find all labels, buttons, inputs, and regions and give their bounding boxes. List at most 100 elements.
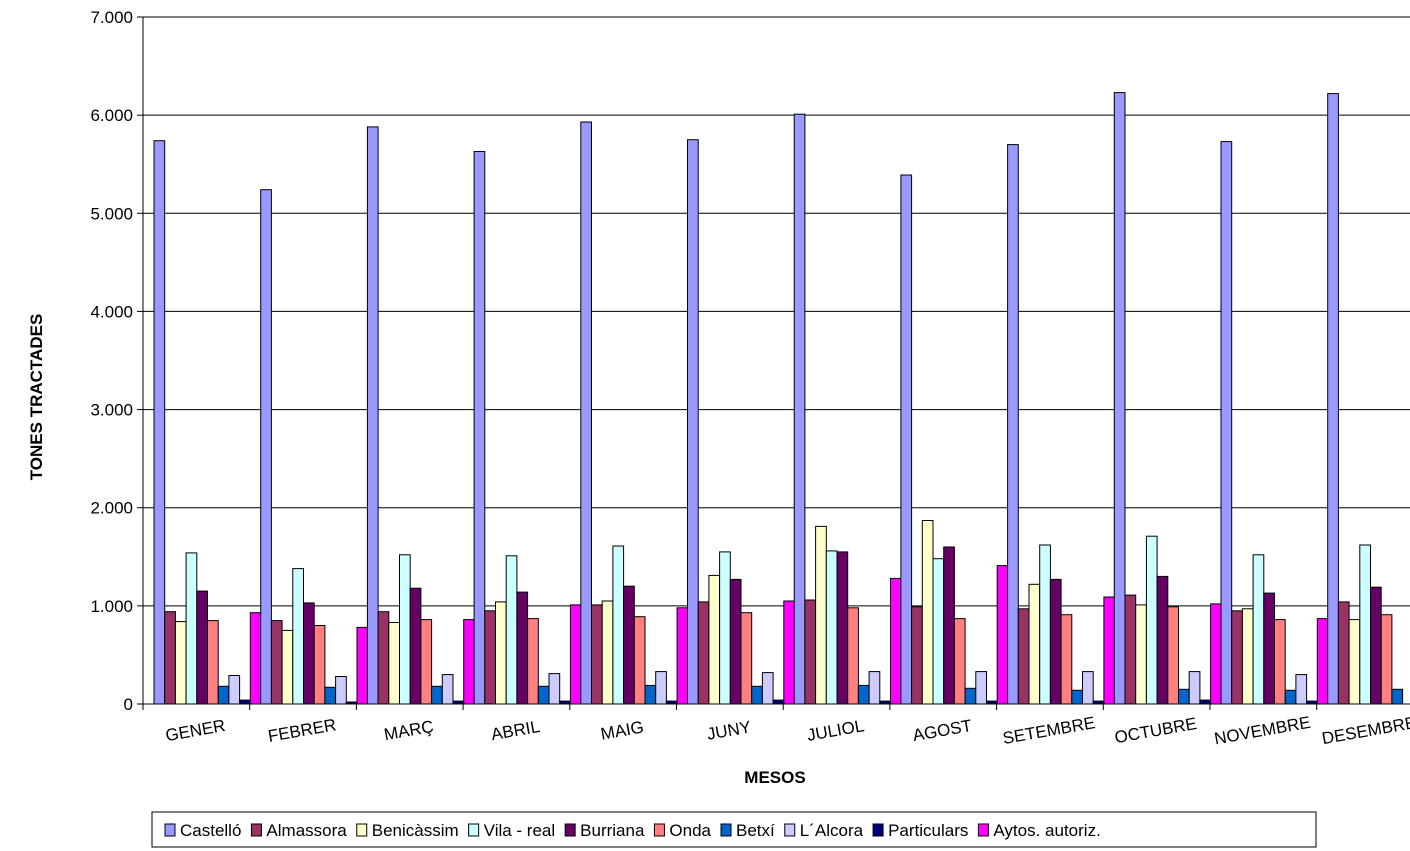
x-tick-label: JUNY [705, 717, 752, 743]
x-tick-label: MARÇ [382, 717, 435, 744]
bar-maig-9 [676, 607, 689, 705]
y-axis-title: TONES TRACTADES [27, 314, 46, 481]
legend-swatch [872, 823, 884, 837]
bar-febrer-2 [281, 629, 294, 705]
bar-abril-3 [505, 555, 518, 705]
bar-octubre-2 [1135, 604, 1147, 705]
bar-març-4 [409, 587, 422, 705]
bar-març-2 [388, 622, 400, 705]
legend-label: Vila - real [484, 821, 556, 840]
bar-novembre-6 [1284, 689, 1297, 705]
bar-setembre-0 [1007, 144, 1019, 705]
x-tick-label: AGOST [911, 716, 973, 745]
bar-octubre-1 [1124, 594, 1137, 705]
bar-novembre-9 [1316, 618, 1329, 705]
bar-març-7 [441, 674, 454, 705]
bar-agost-2 [921, 520, 934, 705]
bar-octubre-5 [1167, 606, 1180, 705]
bar-setembre-4 [1049, 578, 1062, 705]
bar-novembre-4 [1263, 592, 1276, 705]
bar-gener-4 [196, 590, 209, 705]
bar-gener-1 [164, 611, 176, 705]
bar-juliol-2 [815, 525, 827, 705]
bar-juny-1 [697, 601, 710, 705]
bar-juny-4 [729, 578, 742, 705]
bar-desembre-5 [1380, 614, 1393, 705]
bar-abril-2 [495, 601, 507, 705]
bar-març-5 [420, 619, 433, 705]
bar-gener-9 [249, 612, 262, 705]
legend-items: Castelló Almassora Benicàssim Vila - real Bu… [164, 821, 1101, 840]
bar-juliol-5 [847, 607, 859, 705]
x-tick-label: GENER [164, 716, 227, 745]
bar-març-1 [377, 611, 390, 705]
bar-maig-7 [655, 671, 667, 705]
bar-agost-6 [964, 687, 977, 705]
bar-abril-5 [527, 618, 539, 705]
legend-label: Benicàssim [372, 821, 459, 840]
bar-novembre-5 [1274, 619, 1286, 705]
gridlines [143, 16, 1410, 607]
bar-gener-3 [185, 552, 198, 705]
bar-febrer-7 [335, 676, 347, 705]
y-tick-label: 6.000 [90, 106, 133, 125]
bar-novembre-0 [1220, 141, 1233, 705]
x-tick-label: SETEMBRE [1001, 713, 1096, 748]
bar-novembre-3 [1252, 554, 1265, 705]
bar-setembre-5 [1060, 614, 1073, 705]
legend-swatch [784, 823, 796, 837]
legend-label: Onda [669, 821, 711, 840]
bar-setembre-2 [1028, 583, 1041, 705]
legend-swatch [653, 823, 665, 837]
y-tick-label: 3.000 [90, 401, 133, 420]
legend-label: L´Alcora [800, 821, 864, 840]
bar-juliol-1 [804, 599, 817, 705]
x-tick-label: FEBRER [266, 715, 337, 746]
bar-juliol-6 [857, 684, 870, 705]
bar-agost-5 [953, 618, 966, 705]
legend-label: Castelló [180, 821, 241, 840]
bar-agost-4 [943, 546, 955, 705]
bar-juliol-0 [793, 113, 806, 705]
bar-juny-9 [783, 600, 795, 705]
x-tick-label: MAIG [599, 717, 645, 743]
bar-maig-4 [623, 585, 635, 705]
bar-abril-4 [516, 591, 529, 705]
bar-gener-8 [239, 699, 251, 705]
axes [137, 16, 1410, 710]
legend: Castelló Almassora Benicàssim Vila - real Bu… [151, 811, 1317, 848]
bar-novembre-1 [1231, 610, 1243, 705]
bar-agost-3 [932, 558, 945, 705]
bar-desembre-1 [1337, 601, 1350, 705]
bar-febrer-6 [324, 686, 337, 705]
bar-setembre-3 [1039, 544, 1051, 705]
bar-novembre-7 [1295, 674, 1308, 705]
bars [153, 92, 1404, 705]
bar-febrer-3 [292, 568, 304, 705]
legend-frame [151, 811, 1317, 848]
bar-gener-2 [174, 621, 187, 705]
bar-març-9 [463, 619, 475, 705]
bar-octubre-3 [1145, 535, 1158, 705]
bar-octubre-6 [1178, 688, 1190, 705]
x-tick-label: DESEMBRE [1320, 713, 1410, 748]
bar-juliol-3 [825, 550, 838, 705]
bar-setembre-9 [1103, 596, 1116, 705]
bar-abril-0 [473, 151, 486, 705]
legend-label: Particulars [888, 821, 968, 840]
legend-label: Betxí [736, 821, 775, 840]
bar-juliol-7 [868, 671, 881, 705]
bar-abril-6 [537, 685, 550, 705]
x-tick-labels: GENER FEBRER MARÇ ABRIL MAIG JUNY JULIOL AGOST S… [164, 713, 1410, 749]
y-tick-label: 1.000 [90, 597, 133, 616]
x-tick-label: ABRIL [490, 717, 542, 744]
y-tick-label: 5.000 [90, 204, 133, 223]
x-tick-label: NOVEMBRE [1213, 713, 1312, 749]
legend-swatch [164, 823, 176, 837]
bar-abril-1 [484, 610, 496, 705]
bar-maig-2 [601, 600, 614, 705]
bar-desembre-4 [1370, 586, 1382, 705]
bar-novembre-2 [1241, 608, 1254, 705]
